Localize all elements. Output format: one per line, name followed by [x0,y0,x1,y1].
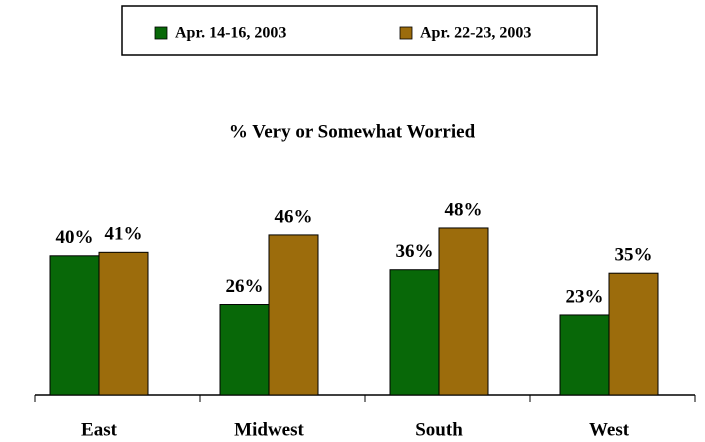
legend-swatch [399,26,413,40]
data-label: 26% [226,276,264,297]
chart-title: % Very or Somewhat Worried [229,121,476,142]
x-tick-label: West [589,419,630,440]
x-tick-label: East [81,419,118,440]
bar [438,227,489,396]
bar [98,251,149,396]
x-tick-label: South [415,419,463,440]
x-tick-label: Midwest [234,419,304,440]
bar [219,304,270,396]
data-label: 35% [615,245,653,266]
data-label: 48% [445,199,483,220]
data-label: 46% [275,206,313,227]
bar [559,314,610,396]
legend-swatch [154,26,168,40]
legend-box [121,5,598,56]
legend-label: Apr. 14-16, 2003 [175,25,286,42]
data-label: 23% [566,286,604,307]
data-label: 40% [56,227,94,248]
bar [49,255,100,396]
legend-label: Apr. 22-23, 2003 [420,25,531,42]
bar [389,269,440,396]
data-label: 36% [396,241,434,262]
bar [608,272,659,396]
bar [268,234,319,396]
data-label: 41% [105,224,143,245]
